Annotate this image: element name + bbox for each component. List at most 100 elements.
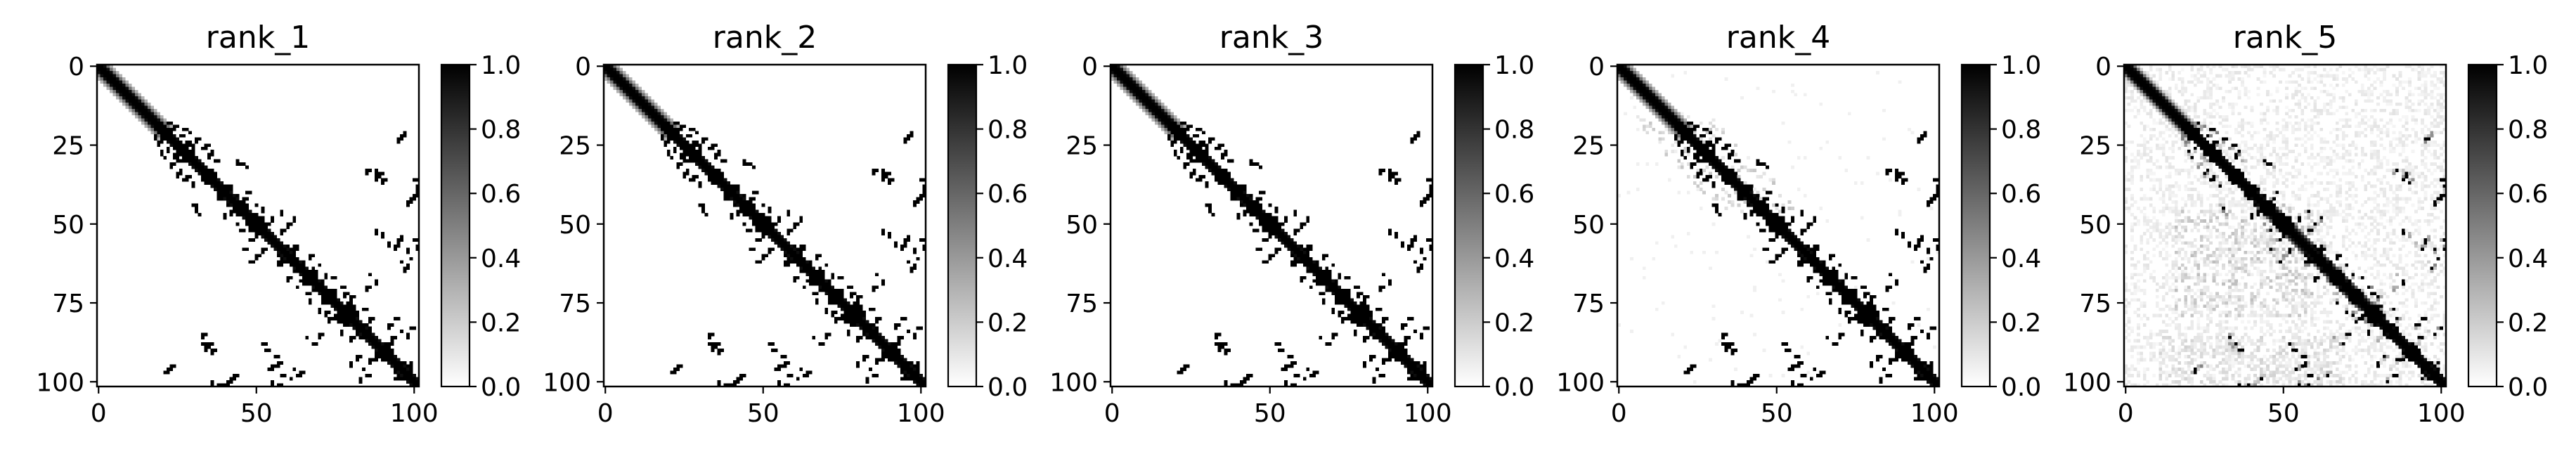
heatmap-cell [1401, 358, 1404, 362]
heatmap-cell [295, 374, 299, 377]
heatmap-cell [1734, 368, 1737, 371]
heatmap-cell [1671, 127, 1675, 131]
heatmap-cell [834, 288, 838, 292]
heatmap-cell [2231, 112, 2235, 116]
heatmap-cell [723, 178, 727, 182]
heatmap-cell [2136, 96, 2140, 100]
heatmap-cell [223, 190, 227, 195]
heatmap-cell [1728, 171, 1731, 176]
heatmap-cell [875, 285, 879, 290]
heatmap-cell [812, 269, 816, 273]
heatmap-cell [1715, 207, 1719, 210]
heatmap-cell [229, 190, 233, 195]
heatmap-cell [1347, 307, 1351, 311]
heatmap-cell [777, 368, 781, 371]
colorbar-tick-label: 0.2 [1494, 309, 1534, 337]
heatmap-cell [761, 219, 765, 223]
heatmap-cell [1910, 323, 1915, 327]
heatmap-cell [840, 292, 844, 296]
heatmap-cell [2174, 105, 2178, 110]
heatmap-cell [403, 377, 407, 381]
heatmap-cell [1293, 254, 1297, 258]
heatmap-cell [2209, 96, 2213, 100]
heatmap-cell [679, 134, 683, 138]
heatmap-cell [919, 197, 923, 201]
heatmap-cell [1724, 342, 1728, 346]
heatmap-cell [1696, 146, 1700, 150]
heatmap-cell [295, 257, 299, 261]
heatmap-cell [2158, 86, 2163, 91]
heatmap-cell [802, 269, 806, 273]
heatmap-cell [384, 351, 388, 356]
heatmap-cell [1120, 67, 1124, 72]
heatmap-cell [676, 127, 680, 131]
heatmap-cell [1325, 288, 1329, 292]
heatmap-cell [1778, 216, 1782, 220]
heatmap-cell [1658, 93, 1662, 97]
heatmap-cell [635, 93, 639, 97]
heatmap-cell [339, 307, 344, 311]
heatmap-cell [1923, 370, 1927, 375]
heatmap-cell [302, 370, 306, 375]
heatmap-cell [799, 257, 803, 261]
heatmap-cell [394, 370, 397, 375]
heatmap-cell [2269, 99, 2273, 103]
heatmap-cell [1923, 361, 1927, 365]
heatmap-cell [903, 374, 907, 377]
heatmap-cell [1800, 228, 1804, 233]
heatmap-cell [862, 358, 866, 362]
heatmap-cell [821, 342, 825, 346]
heatmap-cell [657, 127, 661, 131]
heatmap-cell [1734, 184, 1737, 188]
heatmap-cell [176, 124, 180, 129]
heatmap-cell [701, 169, 705, 172]
heatmap-cell [286, 247, 290, 252]
heatmap-cell [2433, 96, 2437, 100]
heatmap-cell [704, 171, 708, 176]
heatmap-cell [875, 317, 879, 321]
heatmap-cell [654, 124, 658, 129]
heatmap-cell [1917, 323, 1921, 327]
heatmap-cell [1870, 311, 1874, 315]
heatmap-cell [2149, 93, 2153, 97]
heatmap-cell [1743, 188, 1747, 191]
heatmap-cell [900, 247, 904, 252]
heatmap-cell [327, 317, 331, 321]
heatmap-cell [1300, 222, 1304, 226]
heatmap-cell [1359, 311, 1364, 315]
heatmap-cell [1407, 377, 1411, 381]
heatmap-cell [179, 169, 183, 172]
heatmap-cell [1866, 156, 1870, 160]
heatmap-cell [2234, 70, 2238, 74]
heatmap-cell [2127, 67, 2131, 72]
heatmap-cell [913, 200, 917, 204]
heatmap-cell [1917, 364, 1921, 368]
heatmap-cell [1378, 374, 1383, 377]
heatmap-cell [812, 275, 816, 280]
heatmap-cell [1885, 288, 1889, 292]
heatmap-cell [2433, 86, 2437, 91]
heatmap-cell [1382, 374, 1385, 377]
heatmap-cell [2184, 86, 2188, 91]
heatmap-cell [1724, 169, 1728, 172]
heatmap-cell [1711, 146, 1716, 150]
heatmap-cell [1116, 70, 1120, 74]
heatmap-cell [1401, 351, 1404, 356]
heatmap-cell [2421, 74, 2424, 78]
heatmap-cell [673, 124, 677, 129]
heatmap-cell [1145, 112, 1149, 116]
heatmap-cell [1936, 188, 1940, 191]
heatmap-cell [1680, 165, 1684, 169]
heatmap-cell [2436, 105, 2440, 110]
heatmap-cell [1927, 266, 1930, 271]
heatmap-cell [394, 336, 397, 339]
heatmap-cell [1372, 330, 1376, 333]
heatmap-cell [245, 197, 249, 201]
heatmap-cell [112, 74, 117, 78]
heatmap-cell [2354, 65, 2358, 68]
heatmap-cell [1652, 257, 1656, 261]
heatmap-cell [182, 127, 186, 131]
heatmap-cell [134, 105, 138, 110]
heatmap-cell [252, 260, 255, 264]
heatmap-cell [163, 370, 167, 375]
